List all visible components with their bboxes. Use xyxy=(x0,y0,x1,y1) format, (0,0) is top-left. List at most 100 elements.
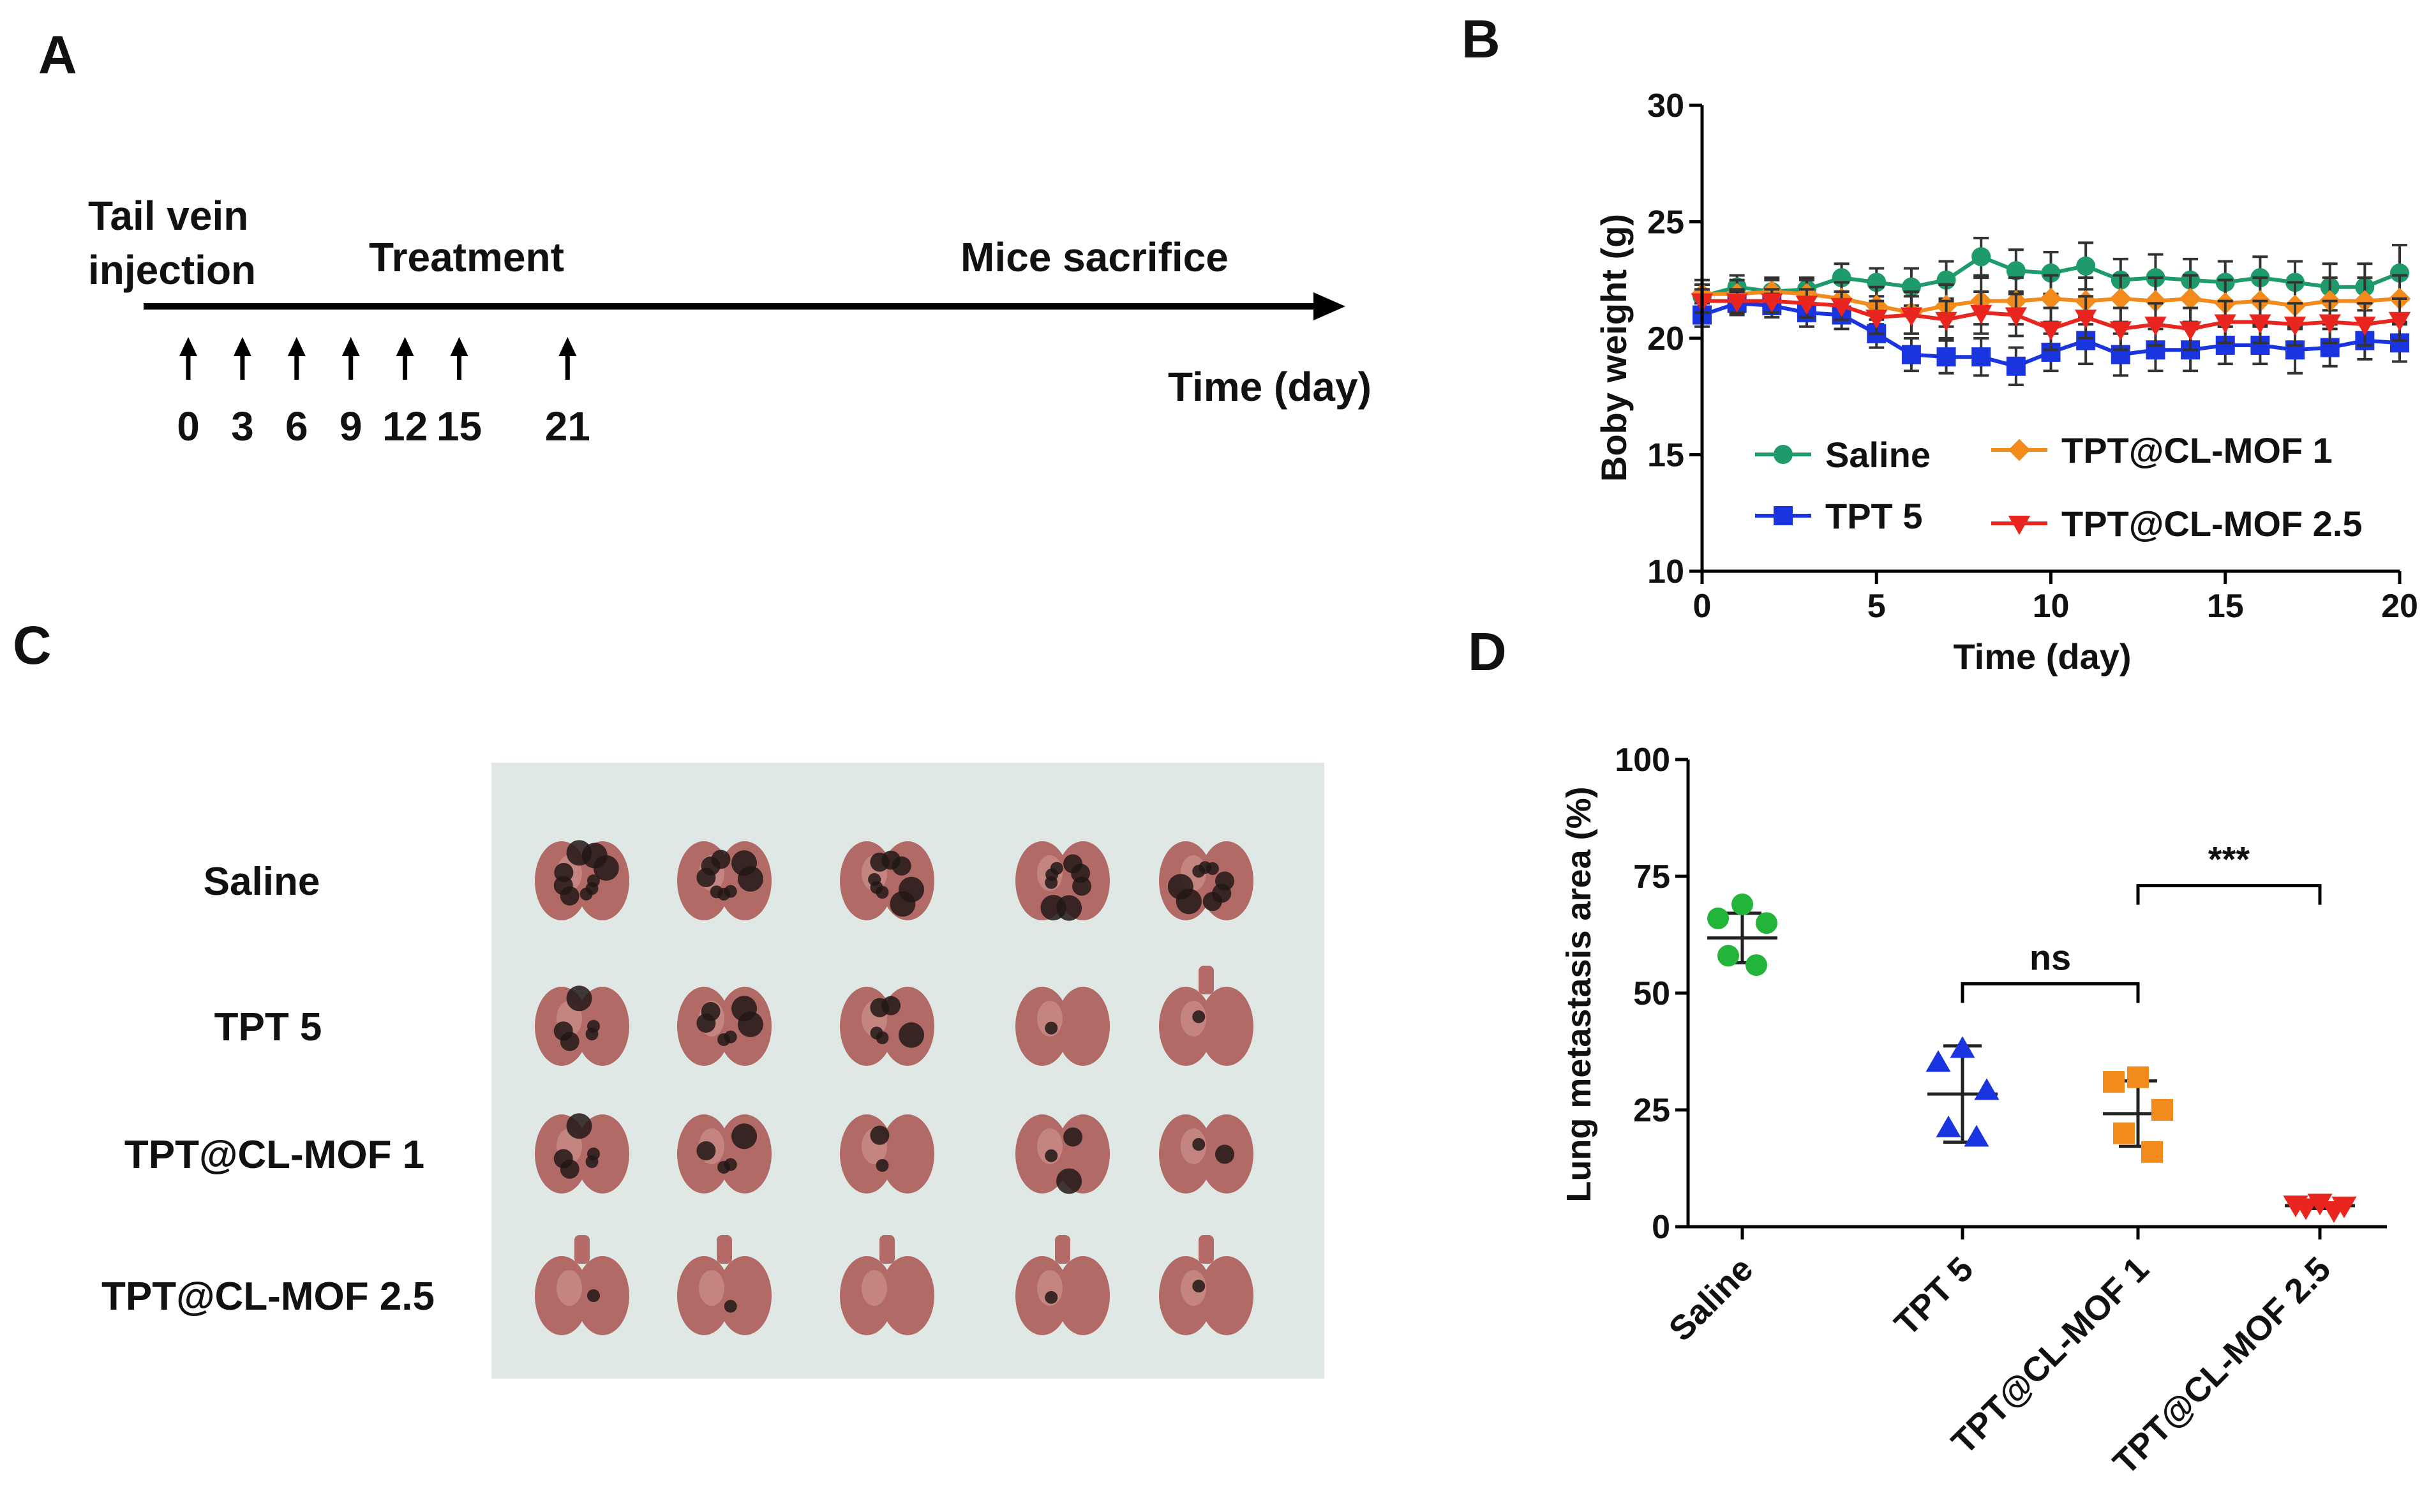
timeline-middle-label: Treatment xyxy=(369,234,564,280)
chart-b-legend-label-Saline: Saline xyxy=(1825,435,1931,475)
chart-d-ytick-label-50: 50 xyxy=(1633,975,1670,1012)
lung-tumor-nodule xyxy=(1045,1291,1058,1304)
lung-tumor-nodule xyxy=(717,1033,731,1046)
timeline-axis-label: Time (day) xyxy=(1168,364,1372,410)
chart-b-point xyxy=(2041,263,2061,283)
lung-tumor-nodule xyxy=(587,1289,600,1302)
lung-specimen xyxy=(677,987,772,1066)
timeline-axis-arrowhead xyxy=(1313,292,1345,320)
chart-b-ytick-label-30: 30 xyxy=(1647,87,1684,124)
lung-tumor-nodule xyxy=(890,891,916,917)
chart-b-point xyxy=(1865,310,1888,329)
chart-b-xlabel: Time (day) xyxy=(1953,636,2131,677)
chart-d-xtick-label-2: TPT@CL-MOF 1 xyxy=(1944,1250,2156,1462)
chart-b-ytick-label-25: 25 xyxy=(1647,204,1684,241)
lung-tumor-nodule xyxy=(579,887,593,901)
chart-b-point xyxy=(2284,317,2306,336)
lung-tumor-nodule xyxy=(881,996,901,1015)
chart-b-point xyxy=(2040,321,2062,341)
chart-b-point xyxy=(2144,290,2167,312)
lung-trachea xyxy=(717,1235,732,1264)
timeline-start-label-line2: injection xyxy=(88,247,256,293)
chart-d-point xyxy=(1717,945,1739,967)
lung-tumor-nodule xyxy=(724,1299,737,1313)
chart-b-point xyxy=(1970,304,1992,324)
chart-b-point xyxy=(2040,287,2062,310)
lung-trachea xyxy=(1199,1235,1214,1264)
lung-specimen xyxy=(1015,987,1110,1066)
lung-lobe-right xyxy=(881,1114,934,1194)
lung-tumor-nodule xyxy=(585,1155,599,1169)
lung-photo-panel: Saline TPT 5 TPT@CL-MOF 1 TPT@CL-MOF 2.5 xyxy=(101,763,1324,1379)
chart-d-point xyxy=(2113,1122,2135,1144)
lung-lobe-right xyxy=(1056,987,1110,1066)
chart-b-point xyxy=(2109,321,2132,341)
chart-b-point xyxy=(2005,307,2028,327)
lung-specimen xyxy=(535,1235,629,1335)
lung-lobe-right xyxy=(576,1256,629,1335)
chart-d-ytick-label-100: 100 xyxy=(1615,742,1670,779)
lung-tumor-nodule xyxy=(701,1001,721,1021)
chart-b-ytick-label-20: 20 xyxy=(1647,320,1684,357)
lung-tumor-nodule xyxy=(585,1028,599,1041)
timeline-day-label-3: 3 xyxy=(231,403,254,449)
chart-b-legend-label-TPT@CL-MOF 2.5: TPT@CL-MOF 2.5 xyxy=(2061,504,2363,544)
lung-tumor-nodule xyxy=(566,1113,592,1139)
chart-d-point xyxy=(2103,1071,2125,1093)
chart-d-point xyxy=(2321,1201,2347,1224)
timeline-start-label-line1: Tail vein xyxy=(88,193,248,239)
timeline-day-label-12: 12 xyxy=(382,403,428,449)
lung-tumor-nodule xyxy=(711,850,731,869)
treatment-timeline: Tail vein injection Treatment Mice sacri… xyxy=(88,193,1372,449)
chart-d-group-0 xyxy=(1707,893,1777,977)
lung-lobe-right xyxy=(718,1114,772,1194)
chart-b-point xyxy=(2179,321,2202,341)
chart-b-point xyxy=(2354,290,2376,312)
chart-b-ylabel: Boby weight (g) xyxy=(1594,214,1634,482)
lung-tumor-nodule xyxy=(1045,1021,1058,1035)
lung-highlight xyxy=(557,1270,582,1306)
chart-b-point xyxy=(1726,293,1748,313)
chart-b-legend-marker-TPT 5 xyxy=(1774,506,1793,525)
timeline-day-label-15: 15 xyxy=(437,403,482,449)
timeline-arrow-head-day-12 xyxy=(396,337,414,356)
lung-tumor-nodule xyxy=(1192,1010,1206,1024)
chart-b-legend-label-TPT@CL-MOF 1: TPT@CL-MOF 1 xyxy=(2061,430,2333,470)
lung-specimen xyxy=(1015,1235,1110,1335)
lung-tumor-nodule xyxy=(731,1123,758,1149)
timeline-day-label-6: 6 xyxy=(285,403,308,449)
chart-b-legend-label-TPT 5: TPT 5 xyxy=(1825,496,1922,536)
chart-b-ytick-label-15: 15 xyxy=(1647,437,1684,474)
chart-b-point xyxy=(1901,345,1921,364)
lung-lobe-right xyxy=(576,987,629,1066)
lung-tumor-nodule xyxy=(876,1159,889,1172)
lung-row-label-0: Saline xyxy=(204,860,320,904)
chart-b-point xyxy=(1795,296,1818,315)
chart-b-point xyxy=(2074,310,2097,329)
timeline-arrow-head-day-15 xyxy=(450,337,468,356)
chart-b-point xyxy=(1971,347,1991,367)
lung-tumor-nodule xyxy=(1056,1168,1082,1194)
chart-b-point xyxy=(2388,311,2411,331)
chart-b-point xyxy=(2390,263,2409,283)
chart-d-ytick-label-25: 25 xyxy=(1633,1092,1670,1129)
lung-tumor-nodule xyxy=(737,866,763,892)
lung-specimen xyxy=(535,840,629,920)
lung-specimen xyxy=(1015,1114,1110,1194)
chart-b-point xyxy=(1830,297,1853,317)
timeline-arrow-head-day-3 xyxy=(233,337,251,356)
lung-specimen xyxy=(1159,841,1253,920)
chart-b-xtick-label-5: 5 xyxy=(1867,588,1886,625)
lung-row-label-1: TPT 5 xyxy=(214,1005,322,1049)
timeline-arrow-head-day-6 xyxy=(287,337,306,356)
chart-d-xtick-label-1: TPT 5 xyxy=(1887,1250,1980,1343)
chart-b-series-TPT@CL-MOF 2.5 xyxy=(1691,288,2411,352)
lung-lobe-right xyxy=(1200,987,1253,1066)
chart-d-group-3 xyxy=(2283,1194,2357,1224)
chart-b-point xyxy=(1936,347,1956,367)
chart-d-point xyxy=(1745,954,1767,977)
chart-d-point xyxy=(2293,1198,2319,1220)
chart-b-xtick-label-15: 15 xyxy=(2207,588,2244,625)
lung-tumor-nodule xyxy=(1050,862,1063,875)
